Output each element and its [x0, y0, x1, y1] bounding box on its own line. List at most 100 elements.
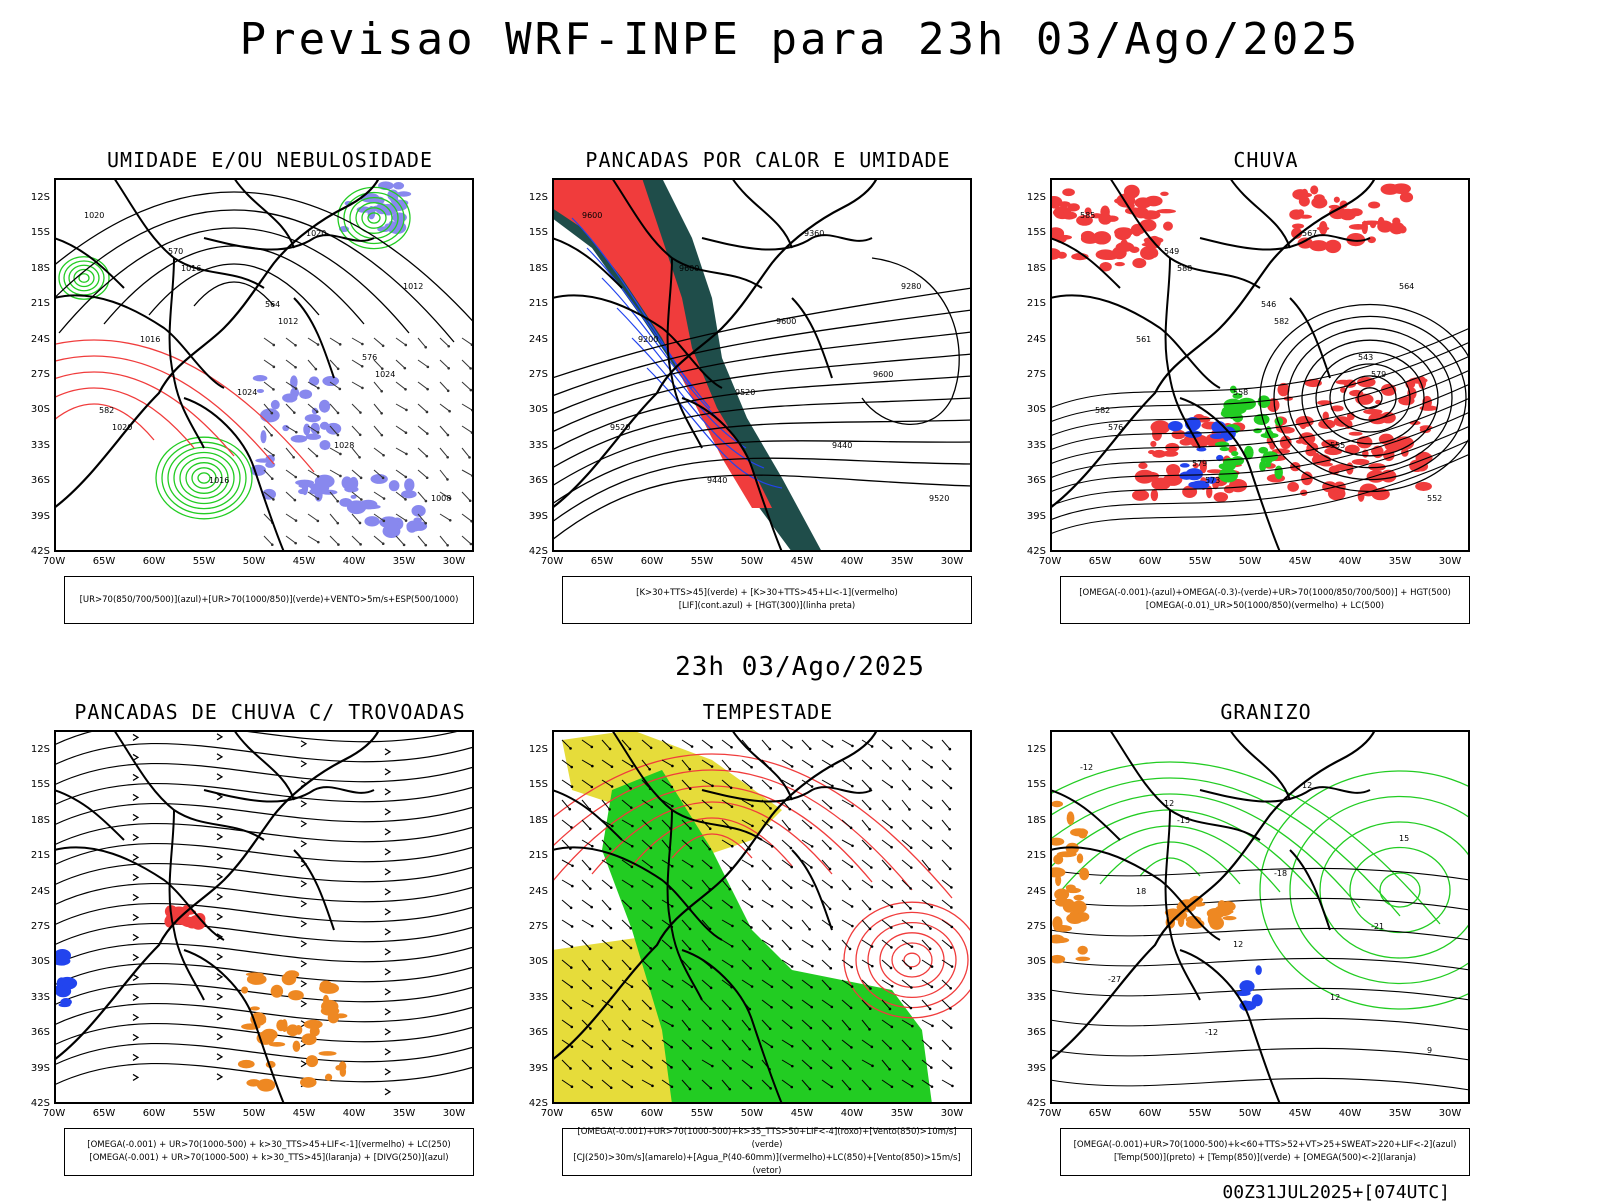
humidity-upper-field [401, 490, 417, 499]
wind-vector [351, 535, 361, 545]
latitude-label: 18S [1026, 262, 1046, 274]
rain-field [1271, 448, 1291, 454]
vector-head [728, 1027, 732, 1031]
vector-head [317, 386, 320, 390]
wind-vector [801, 739, 811, 750]
omega500-field [1053, 854, 1064, 865]
vector-head [588, 887, 592, 890]
wind-vector [373, 381, 383, 392]
wind-vector [801, 1079, 811, 1090]
streamline-arrow [216, 873, 224, 881]
country-border [293, 849, 335, 931]
streamline-arrow [132, 853, 140, 861]
contour-label: 576 [362, 353, 377, 362]
vector-head [830, 1085, 834, 1089]
wind-vector [741, 1079, 752, 1089]
wind-vector [351, 469, 362, 479]
wind-vector [881, 1039, 891, 1049]
streamline [54, 962, 474, 986]
vector-head [950, 925, 954, 929]
vector-head [360, 498, 363, 501]
wind-vector [701, 1039, 712, 1049]
vector-head [929, 846, 933, 850]
omega-blue-field [1223, 432, 1230, 442]
wind-vector [881, 919, 892, 928]
omega-blue-field [1179, 463, 1190, 468]
streamline [54, 1022, 474, 1046]
streamline-arrow [384, 748, 392, 756]
humidity-upper-field [392, 182, 405, 190]
wind-vector [901, 1059, 911, 1070]
longitude-label: 35W [890, 556, 914, 567]
wind-vector [307, 359, 317, 370]
hgt500-contour [1050, 369, 1470, 451]
pressure-contour [58, 227, 410, 334]
country-border [791, 297, 833, 379]
wind-vector [307, 491, 319, 500]
longitude-label: 65W [92, 556, 116, 567]
vector-head [670, 985, 674, 988]
vector-head [293, 411, 296, 414]
legend-box: [K>30+TTS>45](verde) + [K>30+TTS>45+LI<-… [562, 576, 972, 624]
vector-head [868, 1028, 871, 1031]
vector-head [710, 746, 713, 749]
country-border [1229, 178, 1291, 249]
wind-vector [373, 469, 384, 479]
vector-head [909, 827, 912, 830]
vector-head [710, 765, 714, 768]
contour-label: 570 [168, 247, 183, 256]
vector-head [628, 967, 632, 971]
country-border [701, 786, 873, 803]
country-border [552, 237, 623, 289]
vector-head [316, 475, 320, 478]
wind-vector [761, 999, 772, 1008]
wind-vector [761, 1019, 771, 1030]
vector-head [948, 747, 952, 751]
vector-head [337, 543, 340, 546]
wind-vector [601, 959, 611, 970]
country-border [1289, 297, 1331, 379]
vector-head [848, 1027, 852, 1031]
vector-head [446, 543, 449, 547]
longitude-label: 45W [292, 556, 316, 567]
wind-vector [781, 1059, 793, 1067]
humidity-upper-field [320, 489, 338, 495]
wind-vector [821, 959, 832, 969]
wind-vector [661, 939, 672, 949]
wind-vector [285, 425, 297, 433]
wind-vector [861, 919, 871, 930]
vector-head [571, 884, 574, 888]
wind-vector [329, 337, 341, 345]
vector-head [630, 1044, 634, 1048]
wind-vector [351, 359, 363, 367]
vector-head [591, 1004, 594, 1008]
country-border [1229, 730, 1291, 801]
streamline-arrow [384, 788, 392, 796]
wind-vector [881, 799, 891, 810]
vector-head [270, 411, 274, 415]
hgt500-contour [1050, 327, 1470, 409]
rain-field [1318, 221, 1328, 235]
wind-vector [841, 819, 852, 829]
wind-vector [861, 859, 872, 868]
wind-vector [601, 859, 613, 867]
streamline-arrow [384, 1088, 392, 1096]
latitude-label: 12S [30, 192, 50, 203]
latitude-label: 30S [30, 956, 50, 968]
wind-vector [881, 839, 892, 848]
vector-head [909, 887, 912, 890]
wind-vector [329, 491, 339, 502]
vector-head [748, 947, 752, 951]
contour-label: -27 [1108, 975, 1121, 984]
vector-head [338, 387, 342, 391]
vector-head [570, 1025, 574, 1029]
vector-head [628, 1027, 632, 1031]
vector-head [446, 433, 450, 437]
lc850-contour [552, 753, 953, 899]
humidity-upper-field [344, 486, 359, 493]
vector-head [590, 1085, 593, 1089]
vector-head [359, 543, 362, 546]
wind-vector [841, 979, 853, 987]
vector-head [790, 905, 793, 909]
wind-vector [881, 1079, 893, 1088]
